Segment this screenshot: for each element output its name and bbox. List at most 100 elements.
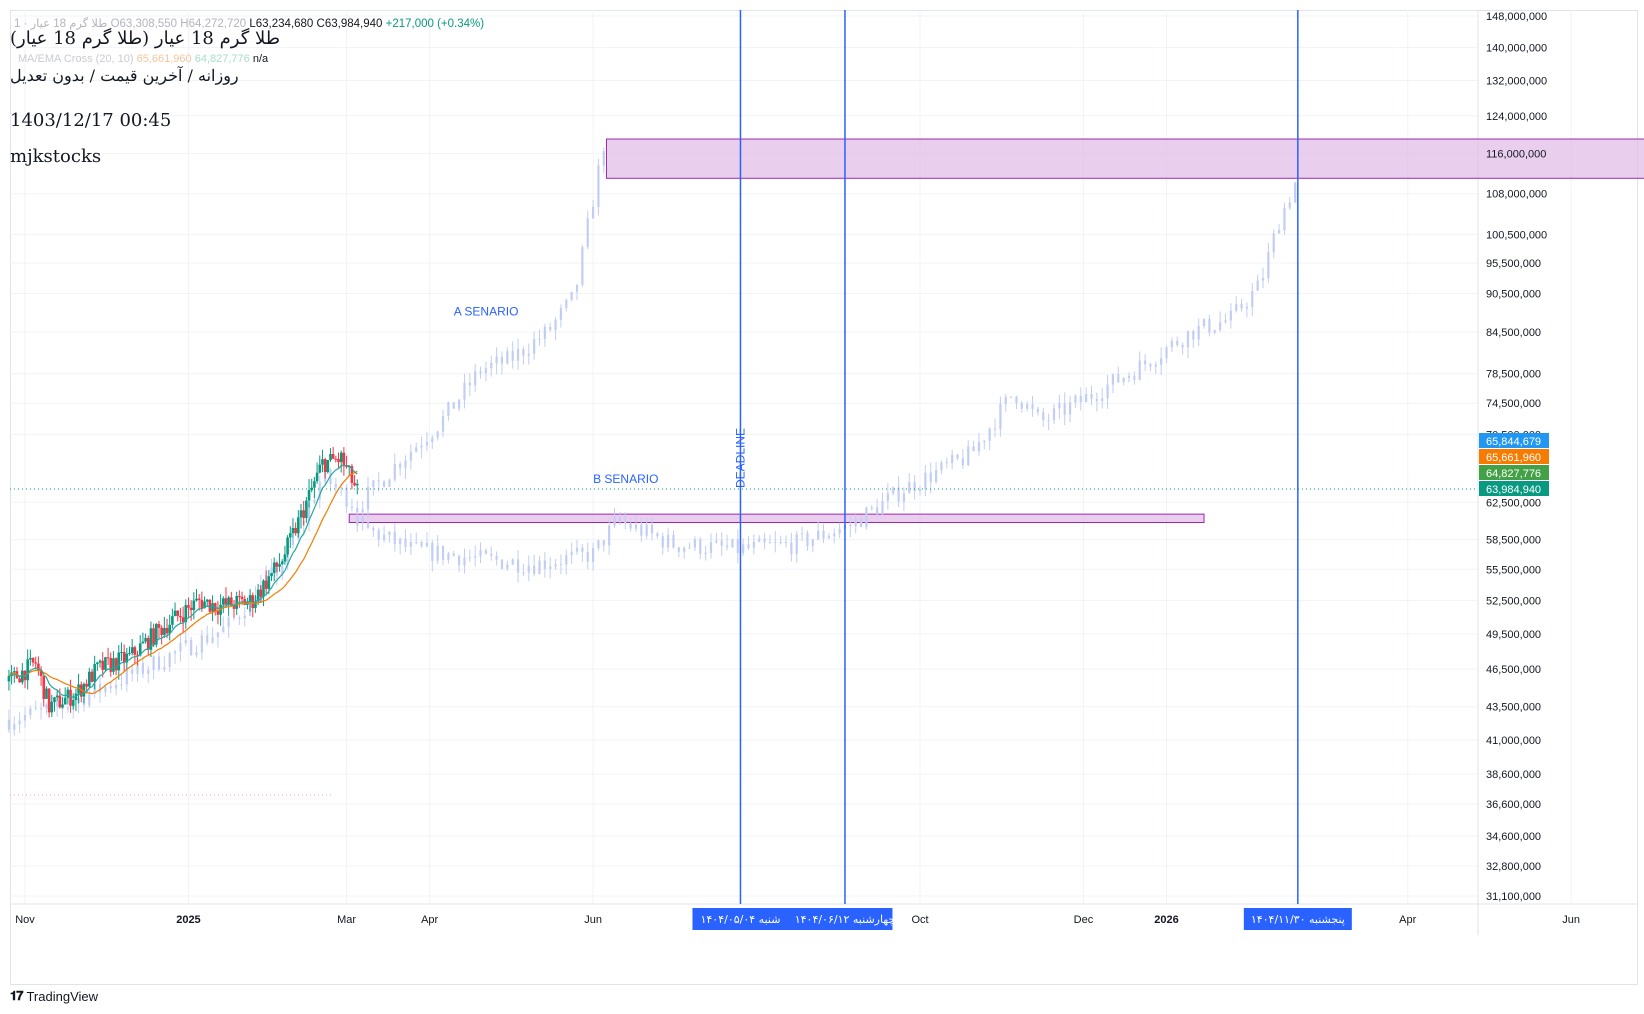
projection-a-bar-body [393,463,396,480]
candle-body [291,527,295,534]
projection-b-bar-body [704,552,707,554]
price-tick-label: 43,500,000 [1486,702,1541,714]
projection-b-bar-body [1251,290,1254,307]
projection-b-bar-body [854,518,857,527]
price-badge-label: 64,827,776 [1486,468,1541,480]
projection-b-bar-body [1020,403,1023,409]
projection-a-bar-body [581,247,584,285]
projection-b-bar-body [688,547,691,549]
candle-body [240,596,244,600]
projection-a-bar-body [441,416,445,432]
projection-a-bar-body [168,653,171,667]
projection-a-bar-body [516,348,520,361]
candle-body [297,517,300,534]
candle-body [286,537,289,555]
projection-b-bar-body [1036,409,1040,413]
candle-body [7,676,11,682]
price-tick-label: 74,500,000 [1486,398,1541,410]
price-tick-label: 55,500,000 [1486,564,1541,576]
candle-body [270,573,273,577]
projection-a-bar-body [575,284,579,292]
projection-a-bar-body [98,683,102,693]
candle-body [208,599,212,612]
projection-b-bar-body [441,545,445,560]
projection-b-bar-body [983,440,986,443]
projection-b-bar-body [479,550,482,557]
price-tick-label: 90,500,000 [1486,288,1541,300]
candle-body [61,704,64,708]
candle-body [238,595,241,597]
projection-b-bar-body [672,534,675,548]
tradingview-footer[interactable]: 𝟏𝟕 TradingView [10,988,98,1004]
projection-b-bar-body [795,534,798,555]
chart-title: طلا گرم 18 عیار (طلا گرم 18 عیار) [10,28,281,49]
projection-b-bar-body [859,518,863,527]
projection-a-bar-body [227,617,230,627]
candle-body [112,658,115,672]
projection-b-bar-body [404,538,407,547]
projection-b-bar-body [929,472,932,483]
candle-body [138,643,142,656]
candle-body [189,607,193,611]
projection-b-bar-body [420,542,423,547]
projection-a-bar-body [554,319,557,330]
projection-a-bar-body [388,479,391,487]
candle-body [203,601,206,609]
candle-body [337,458,340,463]
candle-body [232,605,236,609]
projection-a-bar-body [222,626,225,633]
candle-body [176,610,180,616]
projection-b-bar-body [886,493,889,502]
projection-b-bar-body [1015,396,1018,404]
projection-b-bar-body [838,528,841,534]
projection-a-bar-body [538,339,541,341]
projection-b-bar-body [1042,412,1045,421]
projection-b-bar-body [431,542,434,561]
price-tick-label: 124,000,000 [1486,111,1547,123]
candle-body [205,599,209,602]
projection-b-bar-body [902,493,906,502]
candle-body [101,660,105,670]
projection-b-bar-body [1063,403,1066,415]
projection-b-bar-body [618,517,621,521]
projection-b-bar-body [409,542,412,547]
indicator-legend[interactable]: MA/EMA Cross (20, 10) 65,661,960 64,827,… [18,53,268,65]
projection-b-bar-body [1058,403,1061,409]
candle-body [275,562,279,567]
close-value: C63,984,940 [316,18,383,30]
candle-body [315,472,319,482]
time-tick-label: Dec [1074,914,1094,926]
candle-body [53,697,56,703]
price-tick-label: 32,800,000 [1486,861,1541,873]
projection-a-bar-body [190,639,193,656]
projection-b-bar-body [951,454,954,464]
projection-a-bar-body [425,442,429,446]
candle-body [42,676,46,699]
projection-a-bar-body [522,348,525,356]
candle-body [90,671,94,682]
scenario-label-1: A SENARIO [454,305,519,319]
candle-body [106,657,110,659]
candle-body [55,695,59,698]
projection-a-bar-body [141,662,145,675]
projection-b-bar-body [399,538,402,544]
candle-body [128,653,131,655]
projection-a-bar-body [200,635,203,653]
projection-b-bar-body [1208,319,1211,333]
target-zone-2 [348,513,1205,523]
projection-b-bar-body [709,542,713,553]
projection-a-bar-body [377,480,380,482]
projection-b-bar-body [999,403,1002,429]
candle-body [299,510,303,518]
candle-body [50,702,54,713]
candle-body [114,658,118,671]
projection-a-bar-body [104,686,107,693]
projection-a-bar-body [7,719,11,730]
projection-a-bar-body [415,447,418,452]
projection-a-bar-body [420,445,423,448]
projection-a-bar-body [216,632,220,638]
projection-b-bar-body [683,547,686,552]
projection-b-bar-body [1143,360,1147,365]
projection-b-bar-body [1219,322,1222,331]
